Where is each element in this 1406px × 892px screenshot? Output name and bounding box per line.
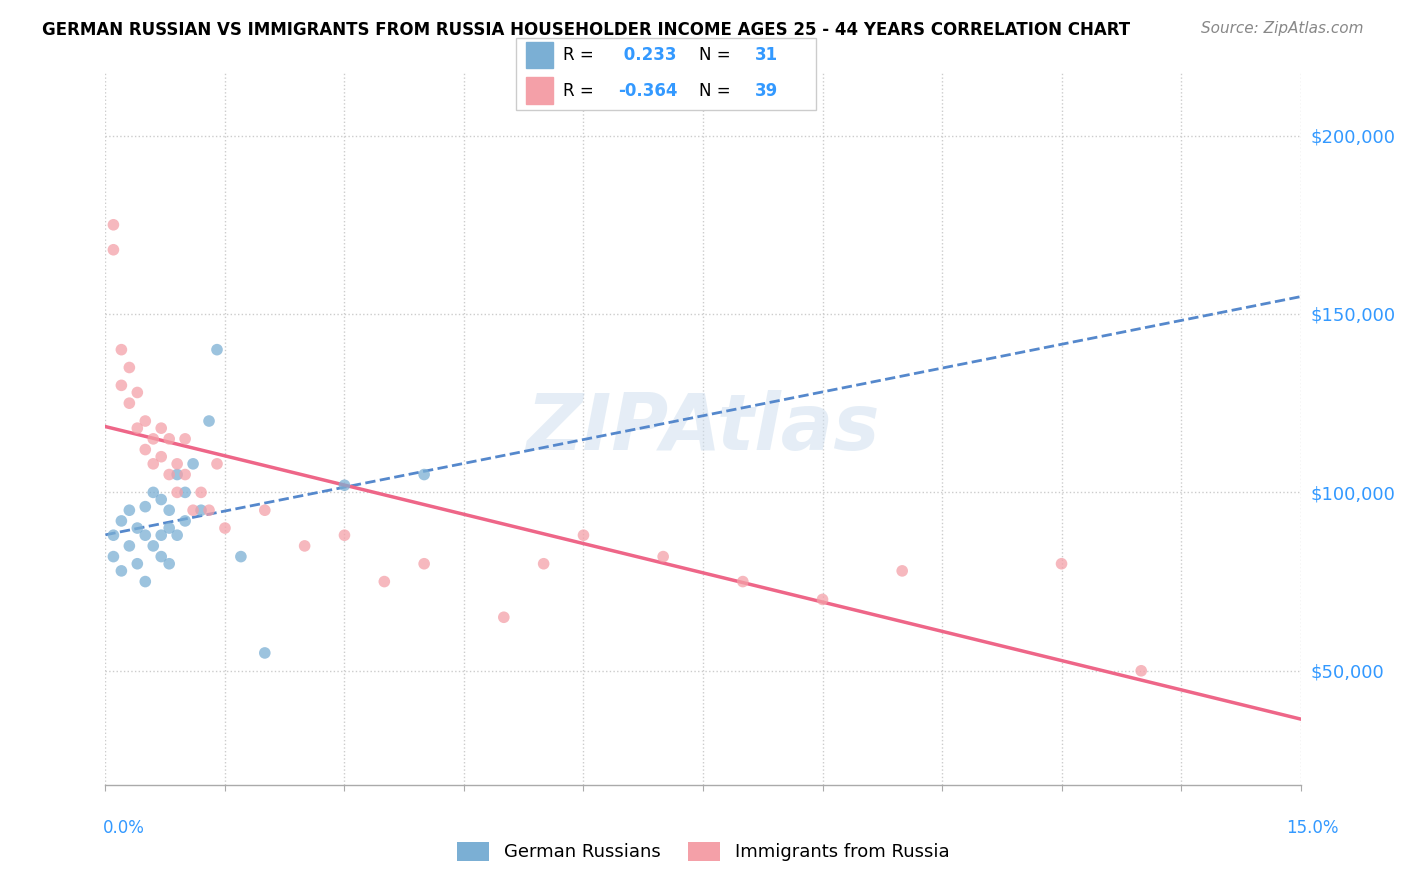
Text: N =: N = (699, 82, 735, 100)
Point (333, 528, 356, 542)
Point (150, 528, 173, 542)
Point (198, 414, 221, 428)
Text: R =: R = (562, 46, 599, 64)
Point (157, 432, 180, 446)
Point (103, 243, 125, 257)
Point (333, 478, 356, 492)
Point (127, 557, 149, 571)
Point (110, 378, 132, 392)
Point (150, 421, 173, 435)
Point (190, 485, 212, 500)
Point (253, 503, 276, 517)
Text: R =: R = (562, 82, 599, 100)
Text: N =: N = (699, 46, 735, 64)
Point (1130, 664, 1153, 678)
Point (150, 450, 173, 464)
Text: ZIPAtlas: ZIPAtlas (526, 390, 880, 467)
Point (811, 592, 834, 607)
Point (142, 432, 165, 446)
Point (150, 549, 173, 564)
Point (229, 549, 252, 564)
Point (174, 432, 197, 446)
Point (181, 503, 204, 517)
Point (110, 564, 132, 578)
Point (142, 539, 165, 553)
Point (103, 218, 125, 232)
Point (214, 521, 236, 535)
Point (891, 564, 914, 578)
Point (533, 557, 555, 571)
Point (253, 646, 276, 660)
Point (134, 528, 156, 542)
Point (652, 549, 675, 564)
Point (166, 485, 188, 500)
Point (198, 503, 221, 517)
Point (134, 500, 156, 514)
Point (181, 457, 204, 471)
Legend: German Russians, Immigrants from Russia: German Russians, Immigrants from Russia (450, 835, 956, 869)
Point (174, 467, 197, 482)
Point (103, 528, 125, 542)
Point (134, 574, 156, 589)
Point (413, 467, 436, 482)
Point (492, 610, 515, 624)
Text: 0.233: 0.233 (619, 46, 676, 64)
Point (110, 343, 132, 357)
Point (142, 457, 165, 471)
Point (413, 557, 436, 571)
Point (157, 467, 180, 482)
Text: 39: 39 (755, 82, 778, 100)
Point (294, 539, 316, 553)
Point (1050, 557, 1073, 571)
Text: Source: ZipAtlas.com: Source: ZipAtlas.com (1201, 21, 1364, 36)
Point (373, 574, 395, 589)
Point (190, 503, 212, 517)
Point (205, 343, 228, 357)
Point (142, 485, 165, 500)
Text: 15.0%: 15.0% (1286, 819, 1339, 837)
Point (157, 557, 180, 571)
Point (157, 521, 180, 535)
Point (118, 503, 141, 517)
Bar (526, 78, 554, 104)
FancyBboxPatch shape (516, 38, 817, 110)
Point (118, 539, 141, 553)
Point (103, 549, 125, 564)
Point (166, 457, 188, 471)
Point (127, 421, 149, 435)
Point (118, 396, 141, 410)
Point (118, 360, 141, 375)
Point (731, 574, 754, 589)
Point (166, 528, 188, 542)
Point (174, 514, 197, 528)
Text: -0.364: -0.364 (619, 82, 678, 100)
Point (150, 492, 173, 507)
Point (166, 467, 188, 482)
Point (157, 503, 180, 517)
Point (127, 521, 149, 535)
Bar (526, 42, 554, 69)
Point (134, 442, 156, 457)
Point (572, 528, 595, 542)
Point (110, 514, 132, 528)
Text: GERMAN RUSSIAN VS IMMIGRANTS FROM RUSSIA HOUSEHOLDER INCOME AGES 25 - 44 YEARS C: GERMAN RUSSIAN VS IMMIGRANTS FROM RUSSIA… (42, 21, 1130, 38)
Point (174, 485, 197, 500)
Text: 31: 31 (755, 46, 778, 64)
Point (127, 385, 149, 400)
Point (205, 457, 228, 471)
Point (134, 414, 156, 428)
Text: 0.0%: 0.0% (103, 819, 145, 837)
